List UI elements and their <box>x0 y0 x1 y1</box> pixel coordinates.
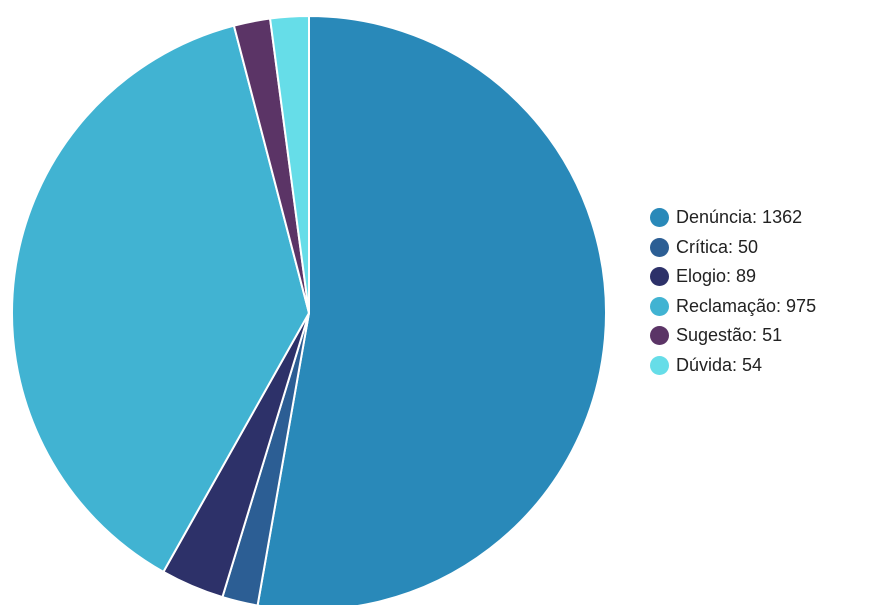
legend-label-elogio: Elogio: 89 <box>676 266 757 287</box>
legend-item-duvida[interactable]: Dúvida: 54 <box>650 351 816 381</box>
legend-label-sugestao: Sugestão: 51 <box>676 325 783 346</box>
legend-swatch-critica <box>650 237 669 257</box>
legend-swatch-duvida <box>650 355 669 375</box>
legend-label-critica: Crítica: 50 <box>676 236 759 257</box>
legend-label-denuncia: Denúncia: 1362 <box>676 207 803 228</box>
legend-label-reclamacao: Reclamação: 975 <box>676 295 817 316</box>
pie-slice-denuncia[interactable] <box>256 15 607 605</box>
legend-item-elogio[interactable]: Elogio: 89 <box>650 262 816 292</box>
pie-slice-reclamacao[interactable] <box>11 24 310 573</box>
legend-swatch-sugestao <box>650 326 669 346</box>
legend-label-duvida: Dúvida: 54 <box>676 354 763 375</box>
legend: Denúncia: 1362 Crítica: 50 Elogio: 89 Re… <box>650 203 816 380</box>
legend-swatch-denuncia <box>650 208 669 228</box>
legend-item-sugestao[interactable]: Sugestão: 51 <box>650 321 816 351</box>
legend-item-reclamacao[interactable]: Reclamação: 975 <box>650 292 816 322</box>
legend-item-critica[interactable]: Crítica: 50 <box>650 233 816 263</box>
legend-swatch-elogio <box>650 267 669 287</box>
legend-item-denuncia[interactable]: Denúncia: 1362 <box>650 203 816 233</box>
legend-swatch-reclamacao <box>650 296 669 316</box>
pie-slice-duvida[interactable] <box>269 15 310 314</box>
